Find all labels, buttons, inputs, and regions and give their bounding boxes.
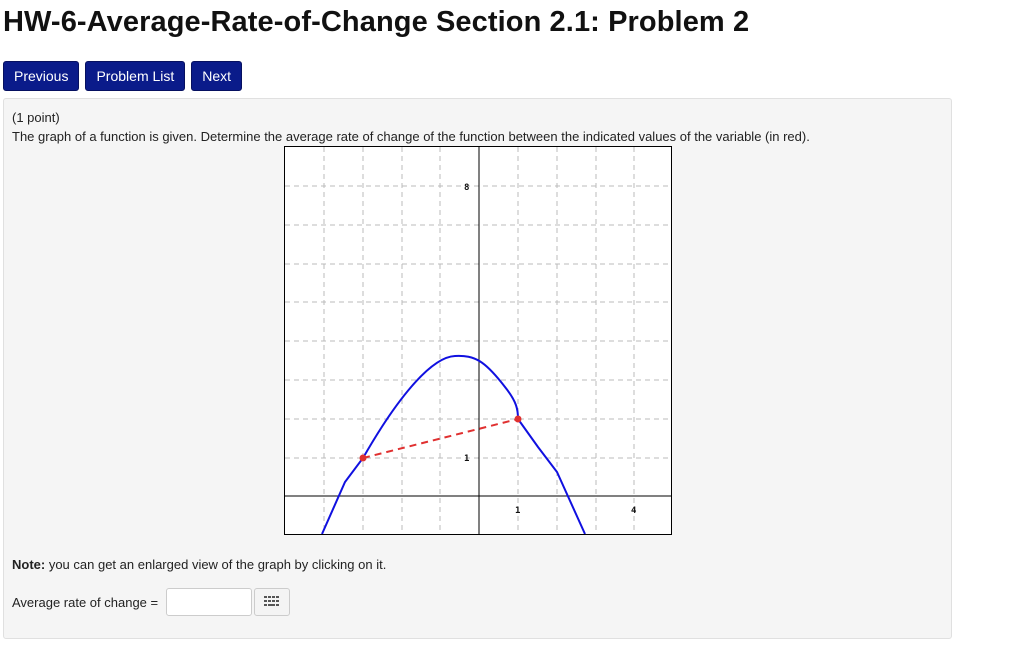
answer-input[interactable] xyxy=(166,588,253,616)
problem-panel: (1 point) The graph of a function is giv… xyxy=(3,98,952,639)
next-button[interactable]: Next xyxy=(191,61,243,91)
answer-label: Average rate of change = xyxy=(12,594,159,610)
function-graph[interactable]: 8 1 1 4 xyxy=(284,146,672,535)
secant-line xyxy=(362,418,519,459)
x-tick-label-4: 4 xyxy=(631,506,637,516)
page-title: HW-6-Average-Rate-of-Change Section 2.1:… xyxy=(3,6,750,38)
function-curve xyxy=(321,354,586,534)
problem-points: (1 point) xyxy=(12,110,60,125)
keypad-icon xyxy=(264,596,280,606)
equation-editor-button[interactable] xyxy=(254,588,291,616)
graph-svg: 8 1 1 4 xyxy=(285,147,671,534)
previous-button[interactable]: Previous xyxy=(3,61,80,91)
note-label: Note: xyxy=(12,557,46,572)
secant-point-right xyxy=(514,415,522,423)
y-tick-label-8: 8 xyxy=(464,183,469,193)
problem-prompt: The graph of a function is given. Determ… xyxy=(12,129,810,144)
note-text: you can get an enlarged view of the grap… xyxy=(45,557,387,572)
problem-navigation: Previous Problem List Next xyxy=(3,61,243,91)
problem-list-button[interactable]: Problem List xyxy=(85,61,186,91)
graph-note: Note: you can get an enlarged view of th… xyxy=(12,557,386,572)
y-tick-label-1: 1 xyxy=(464,454,469,464)
graph-grid xyxy=(285,147,671,534)
secant-point-left xyxy=(359,454,367,462)
x-tick-label-1: 1 xyxy=(515,506,520,516)
answer-row: Average rate of change = xyxy=(12,588,291,616)
